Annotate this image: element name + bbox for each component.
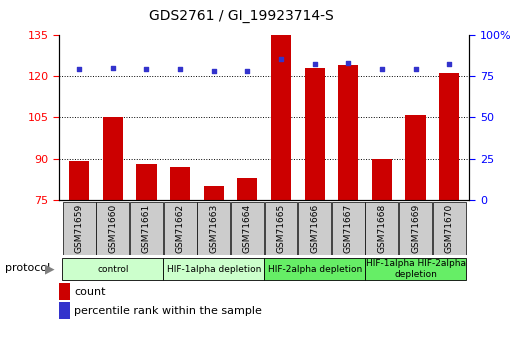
FancyBboxPatch shape [63, 258, 163, 280]
Point [378, 67, 386, 72]
Point [75, 67, 83, 72]
FancyBboxPatch shape [433, 202, 466, 255]
Text: GSM71662: GSM71662 [175, 204, 185, 253]
Point [445, 61, 453, 67]
Bar [372, 159, 392, 200]
Text: percentile rank within the sample: percentile rank within the sample [74, 306, 262, 315]
Text: GSM71661: GSM71661 [142, 204, 151, 253]
FancyBboxPatch shape [399, 202, 432, 255]
Bar [271, 34, 291, 200]
FancyBboxPatch shape [63, 202, 95, 255]
Text: count: count [74, 287, 106, 296]
FancyBboxPatch shape [198, 202, 230, 255]
Text: GSM71659: GSM71659 [75, 204, 84, 253]
Text: control: control [97, 265, 129, 274]
Text: GSM71669: GSM71669 [411, 204, 420, 253]
Bar [439, 73, 459, 200]
Text: HIF-1alpha HIF-2alpha
depletion: HIF-1alpha HIF-2alpha depletion [366, 259, 466, 279]
Point [210, 68, 218, 74]
Text: ▶: ▶ [46, 262, 55, 275]
Text: GSM71664: GSM71664 [243, 204, 252, 253]
FancyBboxPatch shape [164, 202, 196, 255]
Text: GSM71665: GSM71665 [277, 204, 286, 253]
Bar [136, 164, 156, 200]
Bar [170, 167, 190, 200]
Bar [405, 115, 426, 200]
FancyBboxPatch shape [365, 202, 399, 255]
Point [344, 60, 352, 66]
Bar [338, 65, 359, 200]
Point [142, 67, 150, 72]
Text: GSM71666: GSM71666 [310, 204, 319, 253]
Point [310, 61, 319, 67]
Point [109, 65, 117, 70]
Text: HIF-2alpha depletion: HIF-2alpha depletion [267, 265, 362, 274]
FancyBboxPatch shape [265, 202, 298, 255]
FancyBboxPatch shape [298, 202, 331, 255]
FancyBboxPatch shape [231, 202, 264, 255]
Text: GSM71668: GSM71668 [378, 204, 386, 253]
Point [277, 57, 285, 62]
FancyBboxPatch shape [130, 202, 163, 255]
Text: HIF-1alpha depletion: HIF-1alpha depletion [167, 265, 261, 274]
Text: GSM71660: GSM71660 [108, 204, 117, 253]
Bar [204, 186, 224, 200]
Point [243, 68, 251, 74]
Text: protocol: protocol [5, 264, 50, 273]
FancyBboxPatch shape [163, 258, 264, 280]
Text: GSM71667: GSM71667 [344, 204, 353, 253]
Point [411, 67, 420, 72]
Bar [305, 68, 325, 200]
Bar [103, 117, 123, 200]
Bar [238, 178, 258, 200]
FancyBboxPatch shape [365, 258, 466, 280]
FancyBboxPatch shape [96, 202, 129, 255]
Text: GSM71663: GSM71663 [209, 204, 218, 253]
Point [176, 67, 184, 72]
Text: GSM71670: GSM71670 [445, 204, 453, 253]
FancyBboxPatch shape [264, 258, 365, 280]
FancyBboxPatch shape [332, 202, 365, 255]
Text: GDS2761 / GI_19923714-S: GDS2761 / GI_19923714-S [149, 9, 333, 23]
Bar [69, 161, 89, 200]
